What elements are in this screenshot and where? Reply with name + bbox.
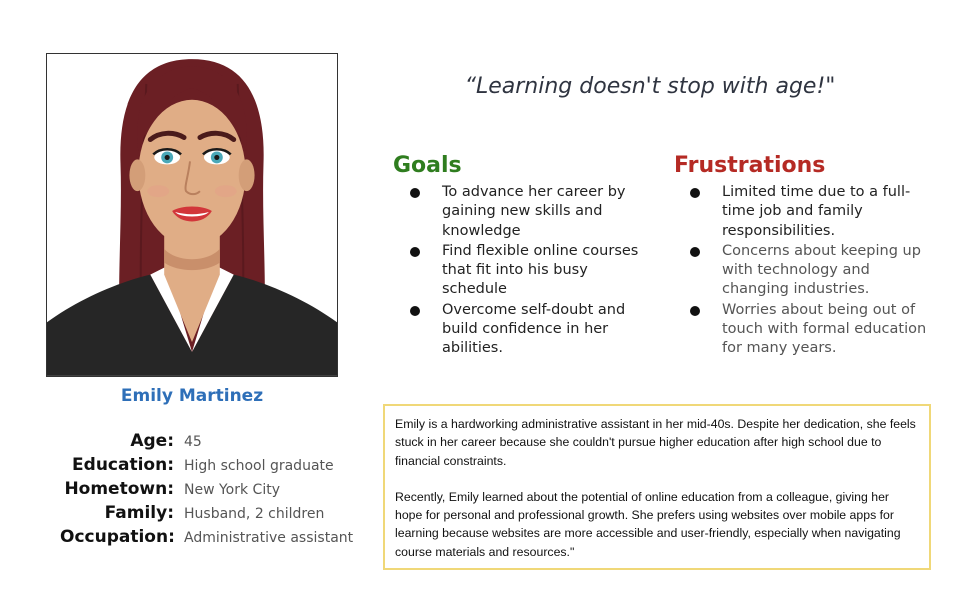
list-item: Find flexible online courses that fit in… — [410, 242, 650, 300]
goal-text: To advance her career by gaining new ski… — [442, 184, 626, 239]
bullet-dot-icon — [690, 246, 700, 257]
frustration-text: Worries about being out of touch with fo… — [722, 301, 927, 357]
detail-value: New York City — [184, 482, 280, 498]
frustrations-heading: Frustrations — [674, 153, 826, 178]
persona-bio: Emily is a hardworking administrative as… — [383, 404, 931, 570]
goal-text: Find flexible online courses that fit in… — [442, 242, 639, 298]
goals-heading: Goals — [393, 153, 462, 178]
goals-list: To advance her career by gaining new ski… — [410, 183, 650, 360]
detail-value: High school graduate — [184, 458, 334, 474]
bio-paragraph: Emily is a hardworking administrative as… — [395, 417, 916, 468]
persona-details: Age: 45 Education: High school graduate … — [60, 430, 380, 550]
persona-name: Emily Martinez — [120, 386, 264, 406]
bullet-dot-icon — [410, 246, 420, 257]
detail-value: Administrative assistant — [184, 530, 354, 546]
list-item: Overcome self-doubt and build confidence… — [410, 301, 650, 359]
list-item: To advance her career by gaining new ski… — [410, 183, 650, 241]
persona-photo — [46, 53, 338, 377]
bullet-dot-icon — [690, 188, 700, 198]
bullet-dot-icon — [410, 305, 420, 316]
frustration-text: Concerns about keeping up with technolog… — [722, 242, 921, 298]
detail-label: Family: — [104, 503, 174, 523]
detail-row-occupation: Occupation: Administrative assistant — [60, 526, 380, 548]
woman-portrait-illustration — [47, 59, 337, 376]
detail-value: Husband, 2 children — [184, 506, 325, 522]
goal-text: Overcome self-doubt and build confidence… — [442, 301, 626, 357]
detail-row-hometown: Hometown: New York City — [60, 478, 380, 500]
bio-paragraph: Recently, Emily learned about the potent… — [395, 489, 901, 559]
detail-label: Age: — [130, 431, 174, 451]
detail-label: Education: — [72, 455, 174, 475]
detail-value: 45 — [184, 434, 202, 450]
bullet-dot-icon — [410, 188, 420, 198]
list-item: Limited time due to a full-time job and … — [690, 183, 930, 241]
detail-row-education: Education: High school graduate — [60, 454, 380, 476]
frustration-text: Limited time due to a full-time job and … — [722, 184, 911, 239]
list-item: Worries about being out of touch with fo… — [690, 301, 930, 359]
detail-label: Occupation: — [60, 527, 175, 547]
frustrations-list: Limited time due to a full-time job and … — [690, 183, 930, 360]
persona-quote: “Learning doesn't stop with age!" — [464, 74, 836, 99]
detail-row-family: Family: Husband, 2 children — [60, 502, 380, 524]
list-item: Concerns about keeping up with technolog… — [690, 242, 930, 300]
detail-label: Hometown: — [64, 479, 174, 499]
detail-row-age: Age: 45 — [60, 430, 380, 452]
bullet-dot-icon — [690, 305, 700, 316]
